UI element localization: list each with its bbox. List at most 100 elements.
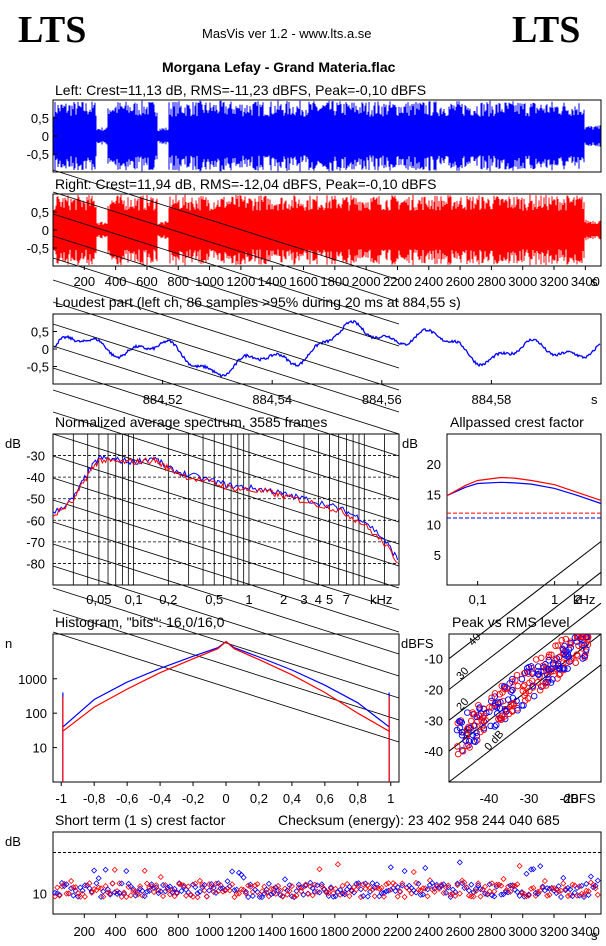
spectrum-slope-line xyxy=(52,213,400,325)
short-term-xtick-label: 400 xyxy=(105,924,127,939)
peak-rms-left-point xyxy=(458,747,466,754)
short-term-right-point xyxy=(316,866,323,873)
spectrum-slope-line xyxy=(52,257,400,369)
histogram-xtick-label: 0,8 xyxy=(349,791,367,806)
loudest-ytick-label: 0,5 xyxy=(31,325,49,340)
short-term-right-point xyxy=(148,883,155,890)
short-term-right-point xyxy=(169,886,176,893)
short-term-xtick-label: 200 xyxy=(73,924,95,939)
short-term-right-point xyxy=(528,885,535,892)
waveform-xtick-label: 1400 xyxy=(258,274,287,289)
short-term-right-point xyxy=(456,890,463,897)
short-term-right-point xyxy=(470,893,477,900)
short-term-xtick-label: 1600 xyxy=(289,924,318,939)
short-term-left-point xyxy=(212,889,220,896)
peak-rms-xunit: dBFS xyxy=(563,791,596,806)
peak-rms-right-point xyxy=(524,695,532,702)
short-term-right-point xyxy=(270,885,277,892)
left-waveform-ytick-label: -0,5 xyxy=(27,147,49,162)
short-term-right-point xyxy=(245,882,252,889)
spectrum-slope-line xyxy=(52,631,400,743)
peak-rms-right-point xyxy=(486,704,493,711)
short-term-right-point xyxy=(482,883,489,890)
spectrum-slope-line xyxy=(52,455,400,567)
spectrum-ylabel: dB xyxy=(5,436,21,451)
short-term-xtick-label: 2800 xyxy=(477,924,506,939)
short-term-right-point xyxy=(56,892,63,899)
short-term-left-point xyxy=(281,876,289,883)
short-term-xtick-label: 1400 xyxy=(258,924,287,939)
short-term-left-point xyxy=(539,883,546,890)
peak-rms-left-point xyxy=(459,729,466,736)
peak-rms-right-point xyxy=(459,747,467,755)
crest-right-line xyxy=(446,476,602,501)
short-term-left-point xyxy=(518,889,525,896)
short-term-right-point xyxy=(534,888,542,895)
peak-rms-right-point xyxy=(477,728,484,736)
short-term-right-point xyxy=(488,880,496,887)
short-term-right-point xyxy=(307,883,314,890)
short-term-right-point xyxy=(353,886,360,893)
short-term-xtick-label: 2200 xyxy=(383,924,412,939)
short-term-left-point xyxy=(226,883,233,890)
short-term-left-point xyxy=(486,881,493,888)
short-term-right-point xyxy=(346,893,353,900)
waveform-xtick-label: 2400 xyxy=(414,274,443,289)
short-term-right-point xyxy=(325,890,332,897)
short-term-right-point xyxy=(357,894,364,901)
peak-rms-right-point xyxy=(505,710,513,718)
short-term-right-point xyxy=(360,881,367,888)
short-term-right-point xyxy=(546,891,553,898)
short-term-left-point xyxy=(578,882,585,889)
peak-rms-left-point xyxy=(507,688,515,695)
peak-rms-right-point xyxy=(567,638,574,645)
peak-rms-left-point xyxy=(561,665,568,672)
short-term-right-point xyxy=(562,885,569,892)
crest-left-line xyxy=(446,481,602,505)
short-term-right-point xyxy=(153,882,160,889)
short-term-left-point xyxy=(307,879,314,886)
crest-ytick-label: 20 xyxy=(427,457,441,472)
peak-rms-right-point xyxy=(563,659,570,667)
spectrum-xtick-label: 7 xyxy=(343,592,350,607)
spectrum-slope-line xyxy=(52,279,400,391)
short-term-left-point xyxy=(346,883,353,890)
short-term-right-point xyxy=(472,888,479,895)
left-waveform-ytick-label: 0 xyxy=(42,129,49,144)
peak-rms-right-point xyxy=(562,635,570,643)
spectrum-frame xyxy=(52,433,400,586)
peak-rms-diagonal xyxy=(448,664,602,783)
histogram-right-line xyxy=(62,640,390,782)
waveform-xtick-label: 1000 xyxy=(195,274,224,289)
short-term-left-point xyxy=(357,886,364,893)
peak-rms-xtick-label: -40 xyxy=(480,791,499,806)
short-term-right-point xyxy=(203,893,210,900)
short-term-left-point xyxy=(426,881,433,888)
short-term-right-point xyxy=(491,888,498,895)
spectrum-caption: Normalized average spectrum, 3585 frames xyxy=(55,414,328,430)
short-term-right-point xyxy=(590,881,597,888)
peak-rms-right-point xyxy=(480,712,488,719)
short-term-right-point xyxy=(551,885,558,892)
histogram-ytick-label: 100 xyxy=(25,706,47,721)
histogram-xtick-label: 0 xyxy=(222,791,229,806)
right-waveform-ytick-label: 0,5 xyxy=(31,205,49,220)
short-term-right-point xyxy=(410,869,417,876)
short-term-right-point xyxy=(525,892,532,899)
short-term-left-point xyxy=(422,864,429,871)
short-term-right-point xyxy=(114,888,121,895)
short-term-right-point xyxy=(376,885,383,892)
spectrum-slope-line xyxy=(52,345,400,457)
short-term-right-point xyxy=(511,882,519,889)
short-term-right-point xyxy=(86,880,93,887)
short-term-right-point xyxy=(378,884,385,891)
peak-rms-ytick-label: -10 xyxy=(424,652,443,667)
right-waveform-ytick-label: -0,5 xyxy=(27,241,49,256)
crest-xtick-label: 2 xyxy=(574,592,581,607)
peak-rms-right-point xyxy=(498,712,506,720)
short-term-left-point xyxy=(316,889,323,896)
left-waveform-signal xyxy=(53,100,601,172)
short-term-xtick-label: 1000 xyxy=(195,924,224,939)
histogram-xtick-label: -0,4 xyxy=(149,791,171,806)
